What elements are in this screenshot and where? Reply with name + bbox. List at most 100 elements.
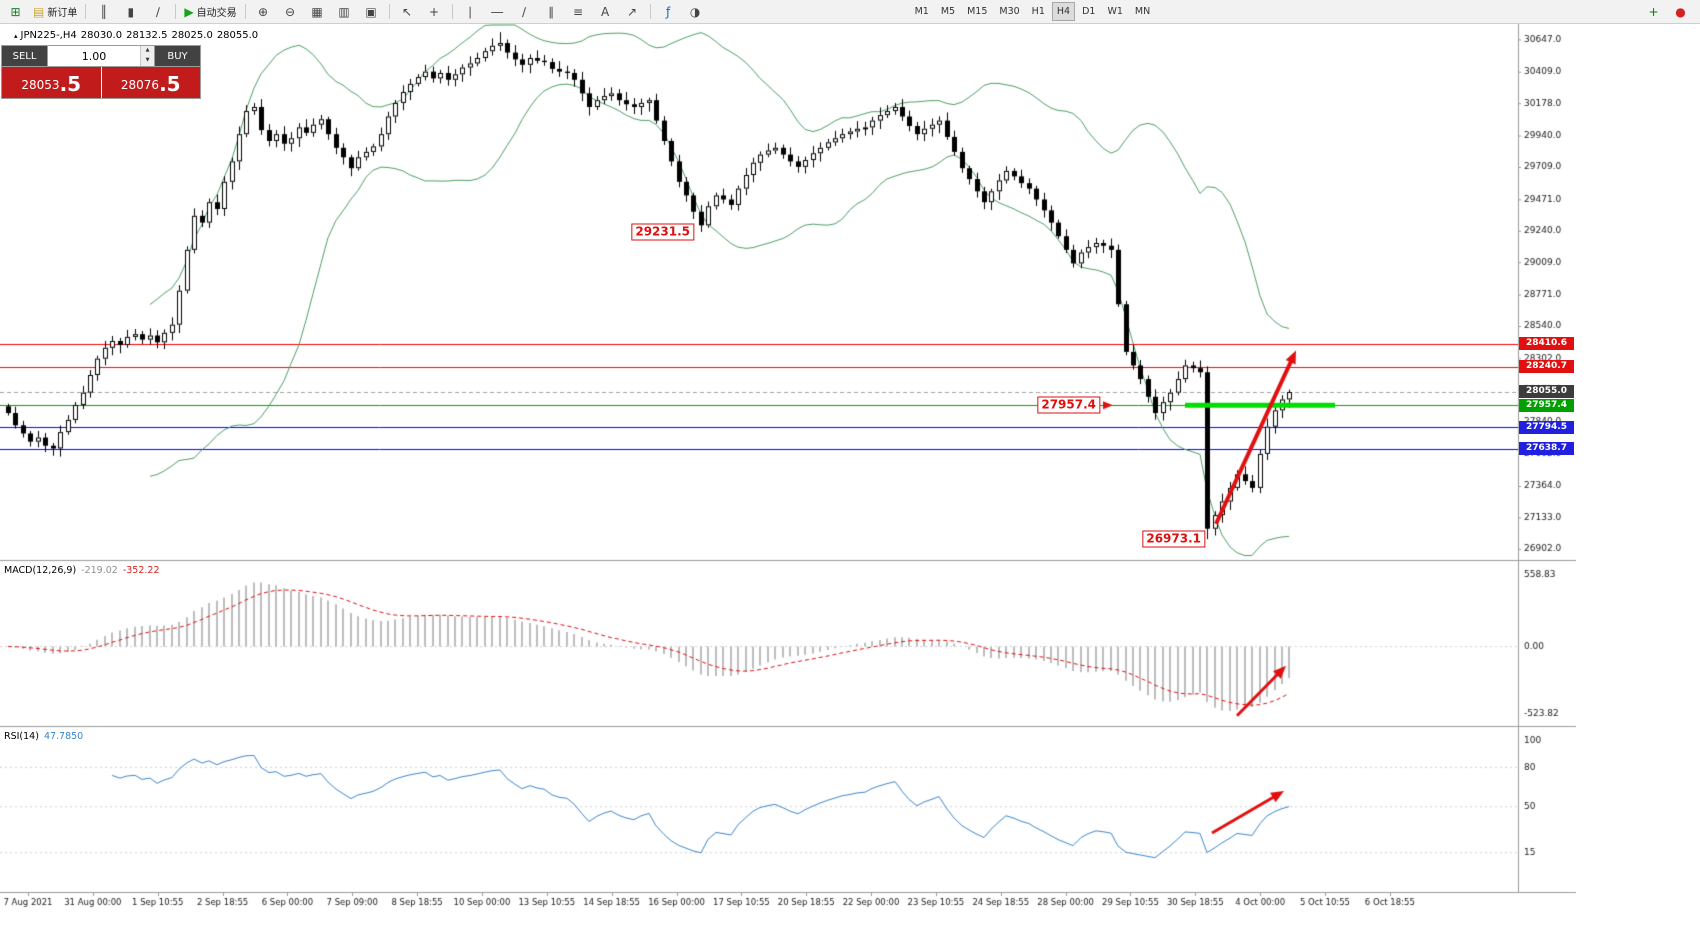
- trendline-icon[interactable]: ∕: [512, 1, 537, 22]
- new-chart-icon: ⊞: [10, 4, 21, 19]
- timeframe-h4[interactable]: H4: [1051, 2, 1076, 21]
- chart-shift-icon[interactable]: ▥: [332, 1, 357, 22]
- candlestick-chart-icon: ▮: [127, 4, 135, 19]
- timeframes-icon[interactable]: ◑: [683, 1, 708, 22]
- rsi-title: RSI(14): [4, 731, 39, 742]
- line-chart-icon: ∕: [155, 4, 160, 19]
- buy-price-frac: .5: [159, 72, 181, 96]
- crosshair-icon[interactable]: +: [422, 1, 447, 22]
- macd-signal-value: -352.22: [122, 565, 160, 576]
- text-label-icon: A: [600, 4, 610, 19]
- cursor-icon: ↖: [402, 4, 413, 19]
- toolbar-separator: [244, 4, 246, 19]
- horizontal-line-icon: ―: [491, 4, 504, 19]
- symbol-name: JPN225-,H4: [20, 30, 77, 41]
- price-chart-canvas[interactable]: [0, 24, 1700, 936]
- timeframe-m30[interactable]: M30: [999, 6, 1020, 17]
- timeframes-icon: ◑: [689, 4, 701, 19]
- auto-scroll-icon: ▣: [365, 4, 377, 19]
- buy-price[interactable]: 28076.5: [101, 67, 200, 98]
- timeframe-m1[interactable]: M1: [914, 6, 929, 17]
- toolbar-separator: [388, 4, 390, 19]
- new-order-button-label: 新订单: [47, 8, 78, 19]
- indicators-icon[interactable]: ƒ: [656, 1, 681, 22]
- toolbar-separator: [175, 4, 177, 19]
- zoom-in-icon: ⊕: [258, 4, 269, 19]
- toolbar: ⊞ ▤ 新订单 ║ ▮ ∕ ▶ 自动交易 ⊕ ⊖ ▦ ▥ ▣ ↖ + ∣ ― ∕ ∥ ≡ A ↗ ƒ ◑ M1 M5 M15 M30…: [0, 0, 1700, 24]
- macd-title: MACD(12,26,9): [4, 565, 77, 576]
- trendline-icon: ∕: [522, 4, 527, 19]
- sell-price-main: 28053: [21, 78, 60, 92]
- new-order-button[interactable]: ▤ 新订单: [30, 1, 80, 22]
- arrow-object-icon: ↗: [627, 4, 638, 19]
- chart-area: ▴ JPN225-,H4 28030.0 28132.5 28025.0 28055.0 …: [0, 24, 1700, 936]
- rsi-value: 47.7850: [43, 731, 84, 742]
- timeframe-d1[interactable]: D1: [1082, 6, 1096, 17]
- price-axis[interactable]: [1518, 24, 1576, 892]
- timeframe-h1[interactable]: H1: [1031, 6, 1045, 17]
- text-label-icon[interactable]: A: [593, 1, 618, 22]
- toolbar-right-group: + ●: [1640, 1, 1694, 22]
- ohlc-low: 28025.0: [171, 30, 213, 41]
- one-click-trading-panel: SELL ▲ ▼ BUY 28053.5 28076.5: [1, 45, 201, 99]
- rsi-splitter[interactable]: [0, 725, 1518, 729]
- channel-icon: ∥: [548, 4, 555, 19]
- rsi-label: RSI(14) 47.7850: [4, 731, 83, 742]
- cursor-icon[interactable]: ↖: [395, 1, 420, 22]
- autotrading-button: ▶: [184, 4, 194, 19]
- record-icon[interactable]: ●: [1675, 4, 1686, 19]
- arrow-object-icon[interactable]: ↗: [620, 1, 645, 22]
- candlestick-chart-icon[interactable]: ▮: [118, 1, 143, 22]
- sell-price-frac: .5: [59, 72, 82, 96]
- timeframe-w1[interactable]: W1: [1107, 6, 1123, 17]
- timeframe-m5[interactable]: M5: [940, 6, 956, 17]
- toolbar-separator: [85, 4, 87, 19]
- volume-down-button[interactable]: ▼: [141, 56, 154, 66]
- channel-icon[interactable]: ∥: [539, 1, 564, 22]
- toolbar-left-group: ⊞ ▤ 新订单 ║ ▮ ∕ ▶ 自动交易 ⊕ ⊖ ▦ ▥ ▣ ↖ + ∣ ― ∕ ∥ ≡ A ↗ ƒ ◑: [2, 1, 709, 22]
- sell-button[interactable]: SELL: [2, 46, 47, 66]
- new-chart-icon[interactable]: ⊞: [3, 1, 28, 22]
- fibonacci-icon: ≡: [573, 4, 584, 19]
- indicators-icon: ƒ: [665, 4, 671, 19]
- tile-windows-icon[interactable]: ▦: [305, 1, 330, 22]
- line-chart-icon[interactable]: ∕: [145, 1, 170, 22]
- tile-windows-icon: ▦: [311, 4, 323, 19]
- zoom-out-icon[interactable]: ⊖: [278, 1, 303, 22]
- new-order-button: ▤: [33, 4, 45, 19]
- macd-value: -219.02: [81, 565, 118, 576]
- time-axis[interactable]: [0, 892, 1576, 914]
- timeframe-m15[interactable]: M15: [967, 6, 988, 17]
- bar-chart-icon: ║: [100, 4, 108, 19]
- horizontal-line-icon[interactable]: ―: [485, 1, 510, 22]
- timeframe-mn[interactable]: MN: [1134, 6, 1151, 17]
- crosshair-icon: +: [429, 4, 440, 19]
- chart-ohlc-header: ▴ JPN225-,H4 28030.0 28132.5 28025.0 28055.0: [14, 30, 262, 41]
- chart-marker-icon: ▴: [14, 32, 18, 40]
- toolbar-separator: [451, 4, 453, 19]
- zoom-out-icon: ⊖: [285, 4, 296, 19]
- autotrading-button-label: 自动交易: [196, 8, 237, 19]
- ohlc-high: 28132.5: [126, 30, 168, 41]
- volume-stepper: ▲ ▼: [140, 46, 154, 66]
- autotrading-button[interactable]: ▶ 自动交易: [181, 1, 239, 22]
- toolbar-separator: [649, 4, 651, 19]
- ohlc-open: 28030.0: [80, 30, 123, 41]
- auto-scroll-icon[interactable]: ▣: [359, 1, 384, 22]
- chart-shift-icon: ▥: [338, 4, 350, 19]
- buy-price-main: 28076: [120, 78, 160, 92]
- buy-button[interactable]: BUY: [155, 46, 200, 66]
- sell-price[interactable]: 28053.5: [2, 67, 102, 98]
- vertical-line-icon[interactable]: ∣: [458, 1, 483, 22]
- macd-splitter[interactable]: [0, 559, 1518, 563]
- add-account-icon[interactable]: +: [1648, 4, 1659, 19]
- bar-chart-icon[interactable]: ║: [91, 1, 116, 22]
- volume-up-button[interactable]: ▲: [141, 46, 154, 56]
- timeframe-toolbar: M1 M5 M15 M30 H1 H4 D1 W1 MN: [909, 2, 1157, 21]
- volume-input[interactable]: [48, 46, 140, 66]
- zoom-in-icon[interactable]: ⊕: [251, 1, 276, 22]
- macd-label: MACD(12,26,9) -219.02 -352.22: [4, 565, 160, 576]
- vertical-line-icon: ∣: [467, 4, 474, 19]
- fibonacci-icon[interactable]: ≡: [566, 1, 591, 22]
